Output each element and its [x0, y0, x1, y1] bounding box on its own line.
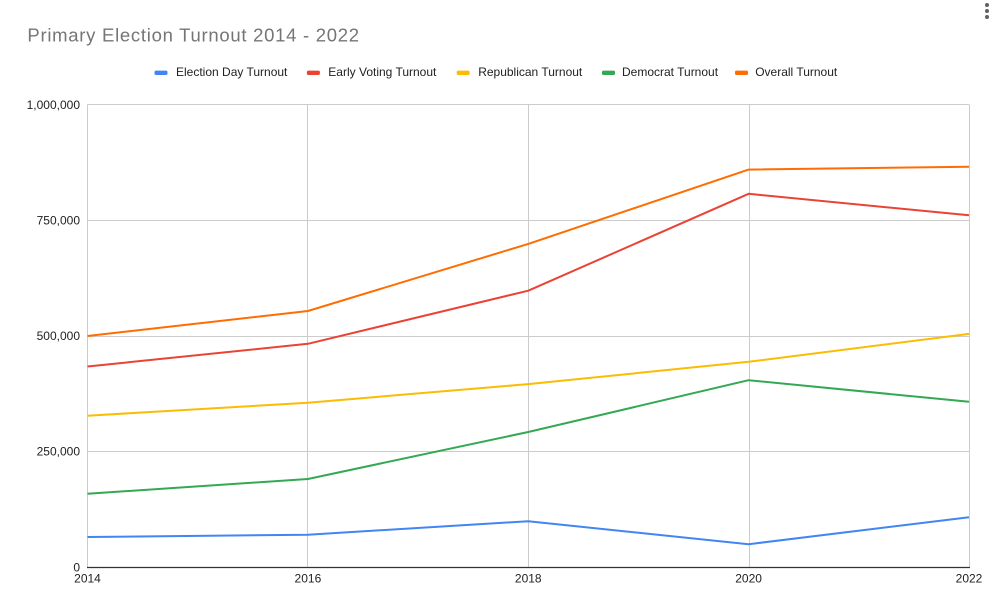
svg-text:2022: 2022: [956, 572, 983, 586]
svg-text:2016: 2016: [295, 572, 322, 586]
svg-text:0: 0: [73, 560, 80, 574]
svg-text:Overall Turnout: Overall Turnout: [755, 65, 838, 79]
svg-text:Republican Turnout: Republican Turnout: [478, 65, 583, 79]
svg-text:Early Voting Turnout: Early Voting Turnout: [328, 65, 437, 79]
svg-text:1,000,000: 1,000,000: [27, 98, 81, 112]
svg-text:2018: 2018: [515, 572, 542, 586]
svg-text:Primary Election Turnout 2014: Primary Election Turnout 2014 - 2022: [27, 25, 359, 46]
svg-text:2020: 2020: [735, 572, 762, 586]
svg-text:Democrat Turnout: Democrat Turnout: [622, 65, 719, 79]
svg-text:2014: 2014: [74, 572, 101, 586]
svg-text:500,000: 500,000: [37, 329, 81, 343]
svg-text:Election Day Turnout: Election Day Turnout: [176, 65, 288, 79]
svg-text:750,000: 750,000: [37, 214, 81, 228]
svg-text:250,000: 250,000: [37, 445, 81, 459]
